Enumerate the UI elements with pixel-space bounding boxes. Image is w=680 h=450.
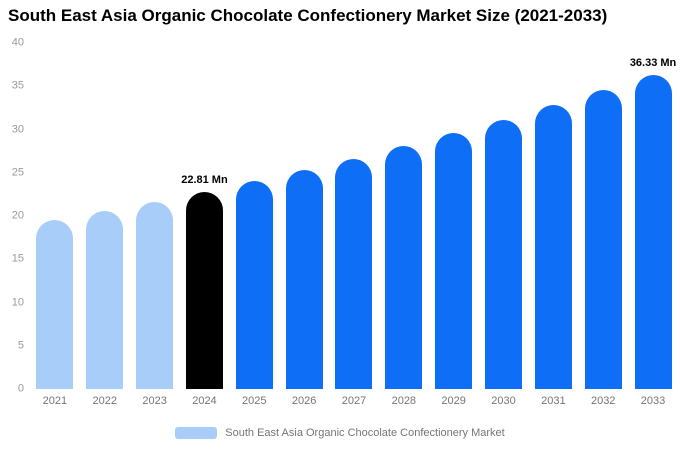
x-axis-label: 2023	[142, 395, 167, 407]
bar-2028[interactable]	[385, 146, 423, 389]
bar-group	[429, 43, 479, 389]
legend-swatch[interactable]	[175, 427, 218, 439]
bar-group: 22.81 Mn	[180, 43, 230, 389]
x-axis-label: 2031	[541, 395, 566, 407]
bar-2023[interactable]	[136, 201, 174, 389]
x-axis-label: 2024	[192, 395, 217, 407]
bar-2029[interactable]	[435, 133, 473, 389]
bar-group	[279, 43, 329, 389]
bar-2027[interactable]	[335, 158, 373, 389]
bar-2026[interactable]	[285, 170, 323, 389]
bar-2031[interactable]	[534, 105, 572, 389]
x-axis-label: 2021	[42, 395, 68, 407]
bar-2025[interactable]	[235, 181, 273, 389]
x-axis-label: 2028	[391, 395, 417, 407]
y-tick-label: 10	[11, 296, 24, 308]
bar-group	[578, 43, 628, 389]
x-axis-label: 2033	[640, 395, 666, 407]
bar-group	[528, 43, 578, 389]
bar-2030[interactable]	[485, 119, 523, 389]
x-axis-label: 2027	[341, 395, 367, 407]
x-axis-label: 2022	[92, 395, 117, 407]
chart-title: South East Asia Organic Chocolate Confec…	[8, 6, 608, 25]
x-axis-label: 2032	[590, 395, 616, 407]
bar-2022[interactable]	[86, 211, 124, 389]
y-tick-label: 5	[17, 339, 24, 352]
bar-2021[interactable]	[36, 220, 74, 389]
y-tick-label: 35	[11, 79, 24, 92]
y-axis: 0 5 10 15 20 25 30 35 40	[0, 37, 28, 394]
bar-group	[30, 43, 80, 389]
y-tick-label: 25	[11, 166, 24, 179]
bar-2033[interactable]	[634, 74, 672, 389]
legend-label: South East Asia Organic Chocolate Confec…	[225, 427, 505, 439]
bar-group	[80, 43, 130, 389]
bar-group	[130, 43, 180, 389]
x-axis-label: 2029	[441, 395, 466, 407]
x-axis-label: 2030	[491, 395, 516, 407]
bar-2024[interactable]	[185, 191, 223, 389]
y-tick-label: 20	[11, 209, 24, 222]
bar-group	[379, 43, 429, 389]
y-tick-label: 30	[11, 123, 24, 135]
bars-area: 22.81 Mn 36.33 Mn	[30, 43, 678, 389]
bar-group	[329, 43, 379, 389]
bar-group	[479, 43, 529, 389]
x-axis-label: 2026	[291, 395, 317, 407]
x-axis-label: 2025	[242, 395, 267, 407]
y-tick-label: 40	[11, 36, 24, 49]
legend[interactable]: South East Asia Organic Chocolate Confec…	[0, 427, 680, 439]
y-tick-label: 0	[17, 382, 24, 395]
bar-value-label: 36.33 Mn	[629, 56, 677, 69]
plot-area: 0 5 10 15 20 25 30 35 40 22.81 Mn 36.33 Mn	[0, 37, 680, 394]
bar-group	[229, 43, 279, 389]
bar-value-label: 22.81 Mn	[181, 173, 228, 186]
bar-2032[interactable]	[584, 90, 622, 389]
x-axis-labels: 2021 2022 2023 2024 2025 2026 2027 2028 2029 2030…	[30, 395, 678, 407]
bar-group: 36.33 Mn	[628, 43, 678, 389]
y-tick-label: 15	[11, 252, 24, 265]
